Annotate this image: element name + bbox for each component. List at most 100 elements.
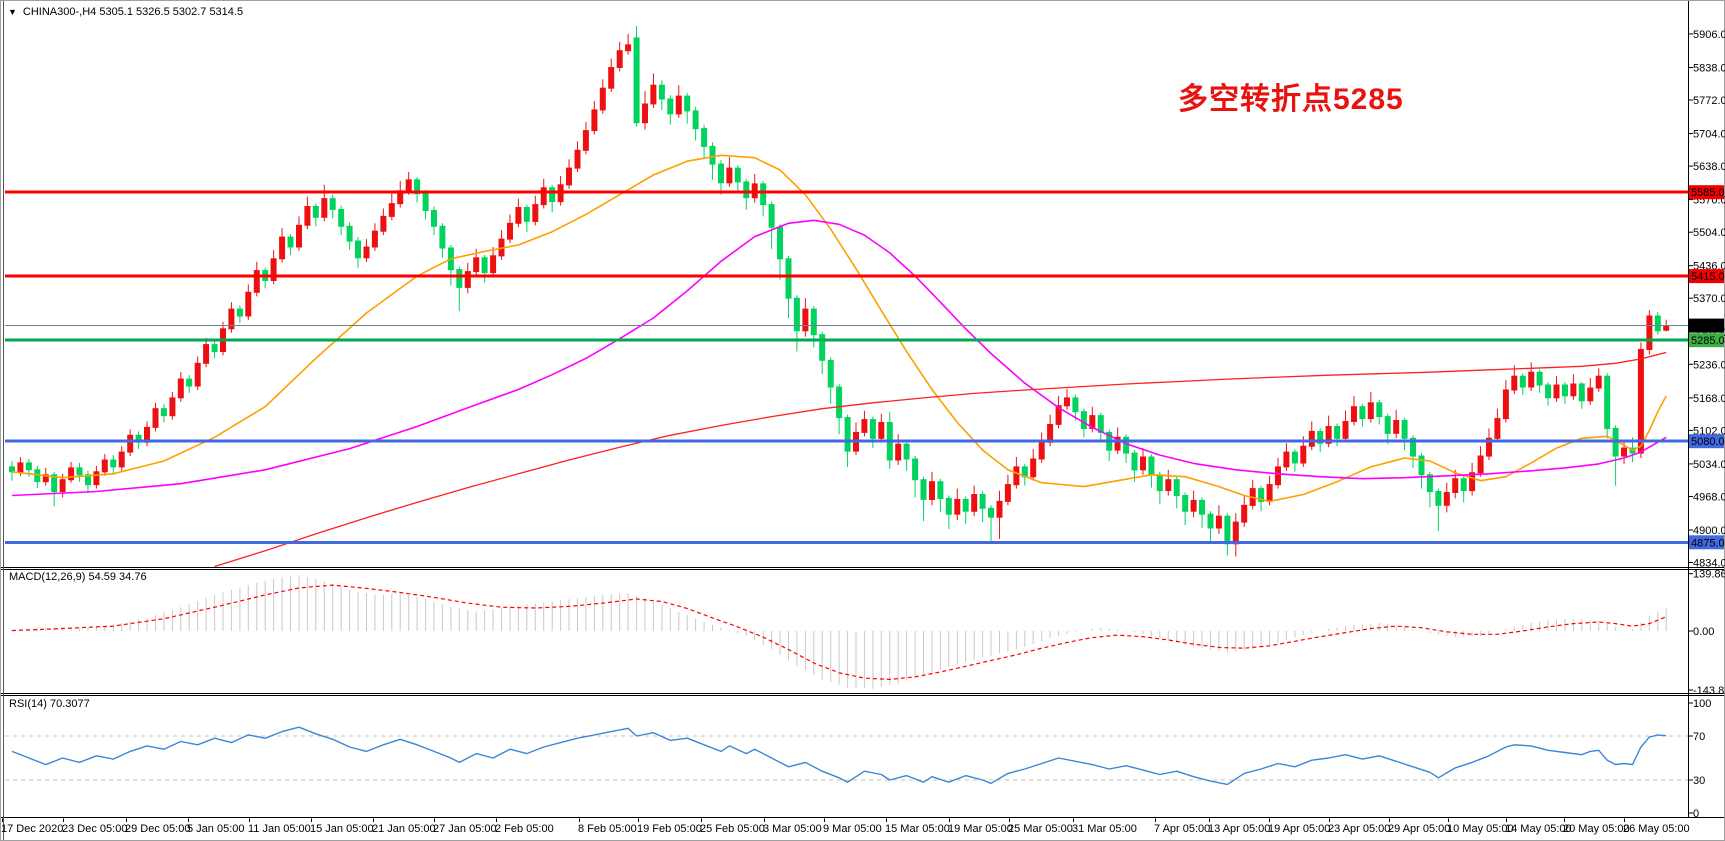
rsi-axis-label: 0: [1693, 808, 1699, 820]
candle: [1165, 479, 1172, 492]
candle: [1553, 384, 1560, 399]
candle: [388, 203, 395, 217]
candle: [101, 459, 108, 473]
candle: [59, 479, 66, 493]
candle: [1410, 437, 1416, 457]
candle: [1401, 420, 1408, 439]
candle: [549, 187, 556, 203]
candle: [236, 308, 243, 317]
price-tag-label: 4875.0: [1691, 537, 1725, 549]
candle: [574, 149, 581, 169]
candle: [532, 204, 539, 222]
candle: [1334, 426, 1341, 439]
candle: [329, 198, 336, 210]
candle: [1426, 474, 1433, 493]
candle: [439, 225, 446, 249]
candle: [819, 334, 826, 361]
time-axis-label: 20 May 05:00: [1563, 823, 1630, 835]
symbol-dropdown-icon[interactable]: ▼: [8, 7, 17, 17]
time-axis-label: 26 May 05:00: [1623, 823, 1690, 835]
price-level-tag: [1689, 185, 1724, 200]
candle: [616, 50, 623, 68]
candle: [667, 98, 674, 115]
time-axis-label: 7 Apr 05:00: [1154, 823, 1210, 835]
candle: [523, 207, 530, 222]
candle: [1351, 406, 1357, 423]
candle: [1055, 405, 1062, 425]
candle: [599, 87, 606, 111]
rsi-axis-label: 30: [1693, 775, 1705, 787]
time-axis-label: 9 Mar 05:00: [823, 823, 882, 835]
rsi-indicator-label: RSI(14) 70.3077: [9, 698, 90, 710]
candle: [363, 246, 370, 259]
candle: [954, 498, 961, 515]
candle: [1232, 521, 1239, 545]
candle: [1545, 384, 1552, 399]
candle: [920, 479, 927, 500]
time-axis-label: 2 Feb 05:00: [495, 823, 554, 835]
candle: [270, 258, 277, 281]
price-tag-label: 5314.5: [1691, 321, 1725, 333]
time-axis-label: 31 Mar 05:00: [1072, 823, 1137, 835]
candle: [1199, 499, 1205, 515]
rsi-axis-label: 70: [1693, 731, 1705, 743]
candle: [1528, 371, 1535, 388]
candle: [1064, 397, 1070, 407]
candle: [1325, 426, 1332, 444]
time-axis-label: 21 Jan 05:00: [372, 823, 436, 835]
candle: [760, 183, 767, 206]
candle: [692, 110, 699, 130]
time-axis-label: 19 Feb 05:00: [637, 823, 702, 835]
candle: [1224, 515, 1231, 545]
candle: [93, 471, 100, 486]
candle: [608, 67, 615, 89]
price-tag-label: 5080.0: [1691, 436, 1725, 448]
candle: [1578, 383, 1585, 402]
candle: [1308, 430, 1315, 447]
candle: [1030, 458, 1037, 478]
candle: [709, 145, 716, 165]
candle: [68, 467, 75, 481]
candle: [861, 419, 868, 433]
price-axis-label: 4968.0: [1693, 492, 1725, 504]
rsi-panel-area[interactable]: [5, 696, 1688, 816]
candle: [253, 270, 260, 293]
candle: [701, 128, 708, 147]
macd-panel-area[interactable]: [5, 570, 1688, 692]
time-axis-label: 23 Dec 05:00: [62, 823, 127, 835]
candle: [160, 408, 167, 417]
ma-slow-magenta: [11, 219, 1667, 497]
candle: [1367, 402, 1374, 420]
candle: [1663, 325, 1670, 331]
candle: [245, 291, 252, 317]
candle: [304, 206, 311, 226]
candle: [1359, 406, 1366, 420]
candle: [1004, 484, 1011, 502]
candle: [371, 230, 378, 248]
macd-histogram: [11, 575, 1667, 689]
price-axis[interactable]: 5906.05838.05772.05704.05638.05570.05504…: [1688, 29, 1725, 820]
candle: [1215, 515, 1222, 529]
candle: [355, 240, 361, 259]
time-axis-label: 29 Dec 05:00: [125, 823, 190, 835]
candle: [971, 494, 978, 512]
candle: [228, 308, 235, 330]
candle: [1089, 415, 1096, 429]
candle: [321, 198, 328, 218]
candle: [1140, 456, 1146, 471]
price-level-tag: [1689, 535, 1724, 550]
candle: [1258, 488, 1265, 502]
candle: [658, 84, 665, 100]
price-axis-label: 5370.0: [1693, 293, 1725, 305]
candle: [937, 481, 944, 500]
candle: [1460, 478, 1467, 492]
candle: [76, 467, 83, 476]
candle: [25, 462, 32, 471]
time-axis-label: 23 Apr 05:00: [1328, 823, 1390, 835]
candle: [734, 167, 741, 183]
candle: [1477, 455, 1484, 474]
candle: [988, 507, 994, 518]
candle: [1418, 455, 1425, 476]
